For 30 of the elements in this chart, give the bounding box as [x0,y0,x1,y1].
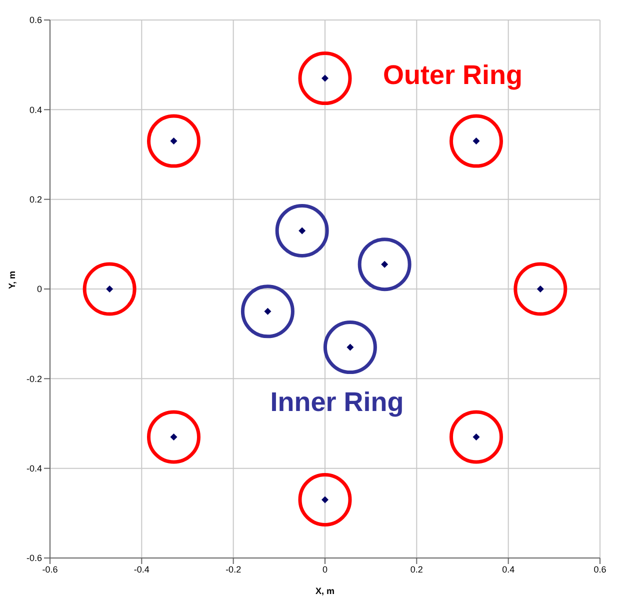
point [275,204,329,258]
x-tick-label: 0.2 [410,564,423,574]
y-tick-label: 0.2 [29,194,42,205]
x-tick-label: -0.6 [42,564,58,574]
point [147,410,200,464]
x-tick-label: 0.6 [594,564,606,574]
point [240,284,294,338]
x-tick-label: -0.4 [134,564,150,574]
point [298,52,352,106]
x-tick-label: 0 [322,564,328,574]
point [298,472,352,526]
x-tick-label: -0.2 [226,564,242,574]
point [147,114,200,168]
y-tick-label: 0 [36,284,42,294]
y-axis-title: Y, m [7,270,18,289]
series-label: Outer Ring [383,60,522,92]
series-label: Inner Ring [270,387,404,418]
point [82,262,136,316]
y-tick-label: -0.6 [26,553,42,564]
y-tick-label: -0.4 [26,464,42,474]
y-tick-label: 0.6 [29,15,42,26]
point [450,114,503,168]
y-tick-label: -0.2 [26,374,42,384]
point [358,238,412,292]
y-tick-label: 0.4 [29,104,42,115]
x-tick-label: 0.4 [502,564,515,574]
point [323,320,377,374]
point [514,262,568,316]
x-axis-title: X, m [315,586,335,596]
point [450,410,503,464]
